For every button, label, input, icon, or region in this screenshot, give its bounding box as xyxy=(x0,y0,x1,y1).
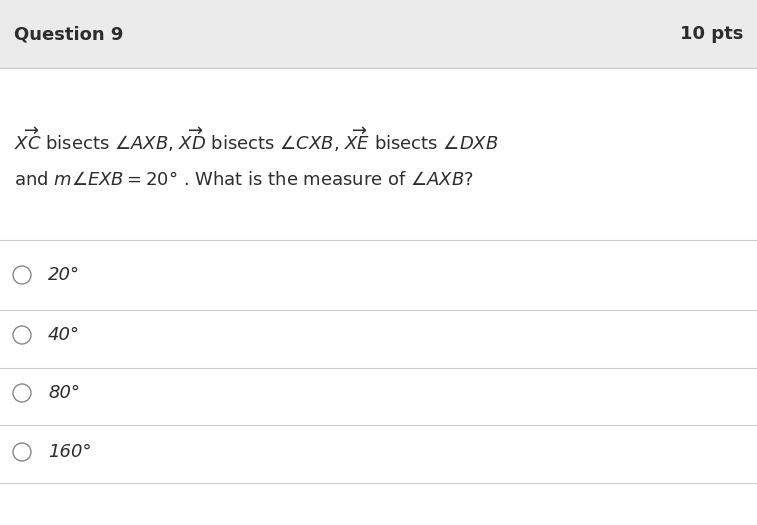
Text: Question 9: Question 9 xyxy=(14,25,123,43)
Text: and $m\angle EXB = 20°$ . What is the measure of $\angle AXB$?: and $m\angle EXB = 20°$ . What is the me… xyxy=(14,171,474,189)
Text: 80°: 80° xyxy=(48,384,80,402)
Text: 20°: 20° xyxy=(48,266,80,284)
Text: 10 pts: 10 pts xyxy=(680,25,743,43)
Text: $\overrightarrow{XC}$ bisects $\angle AXB$, $\overrightarrow{XD}$ bisects $\angl: $\overrightarrow{XC}$ bisects $\angle AX… xyxy=(14,125,499,154)
Bar xyxy=(0,0,757,68)
Text: 160°: 160° xyxy=(48,443,92,461)
Text: 40°: 40° xyxy=(48,326,80,344)
